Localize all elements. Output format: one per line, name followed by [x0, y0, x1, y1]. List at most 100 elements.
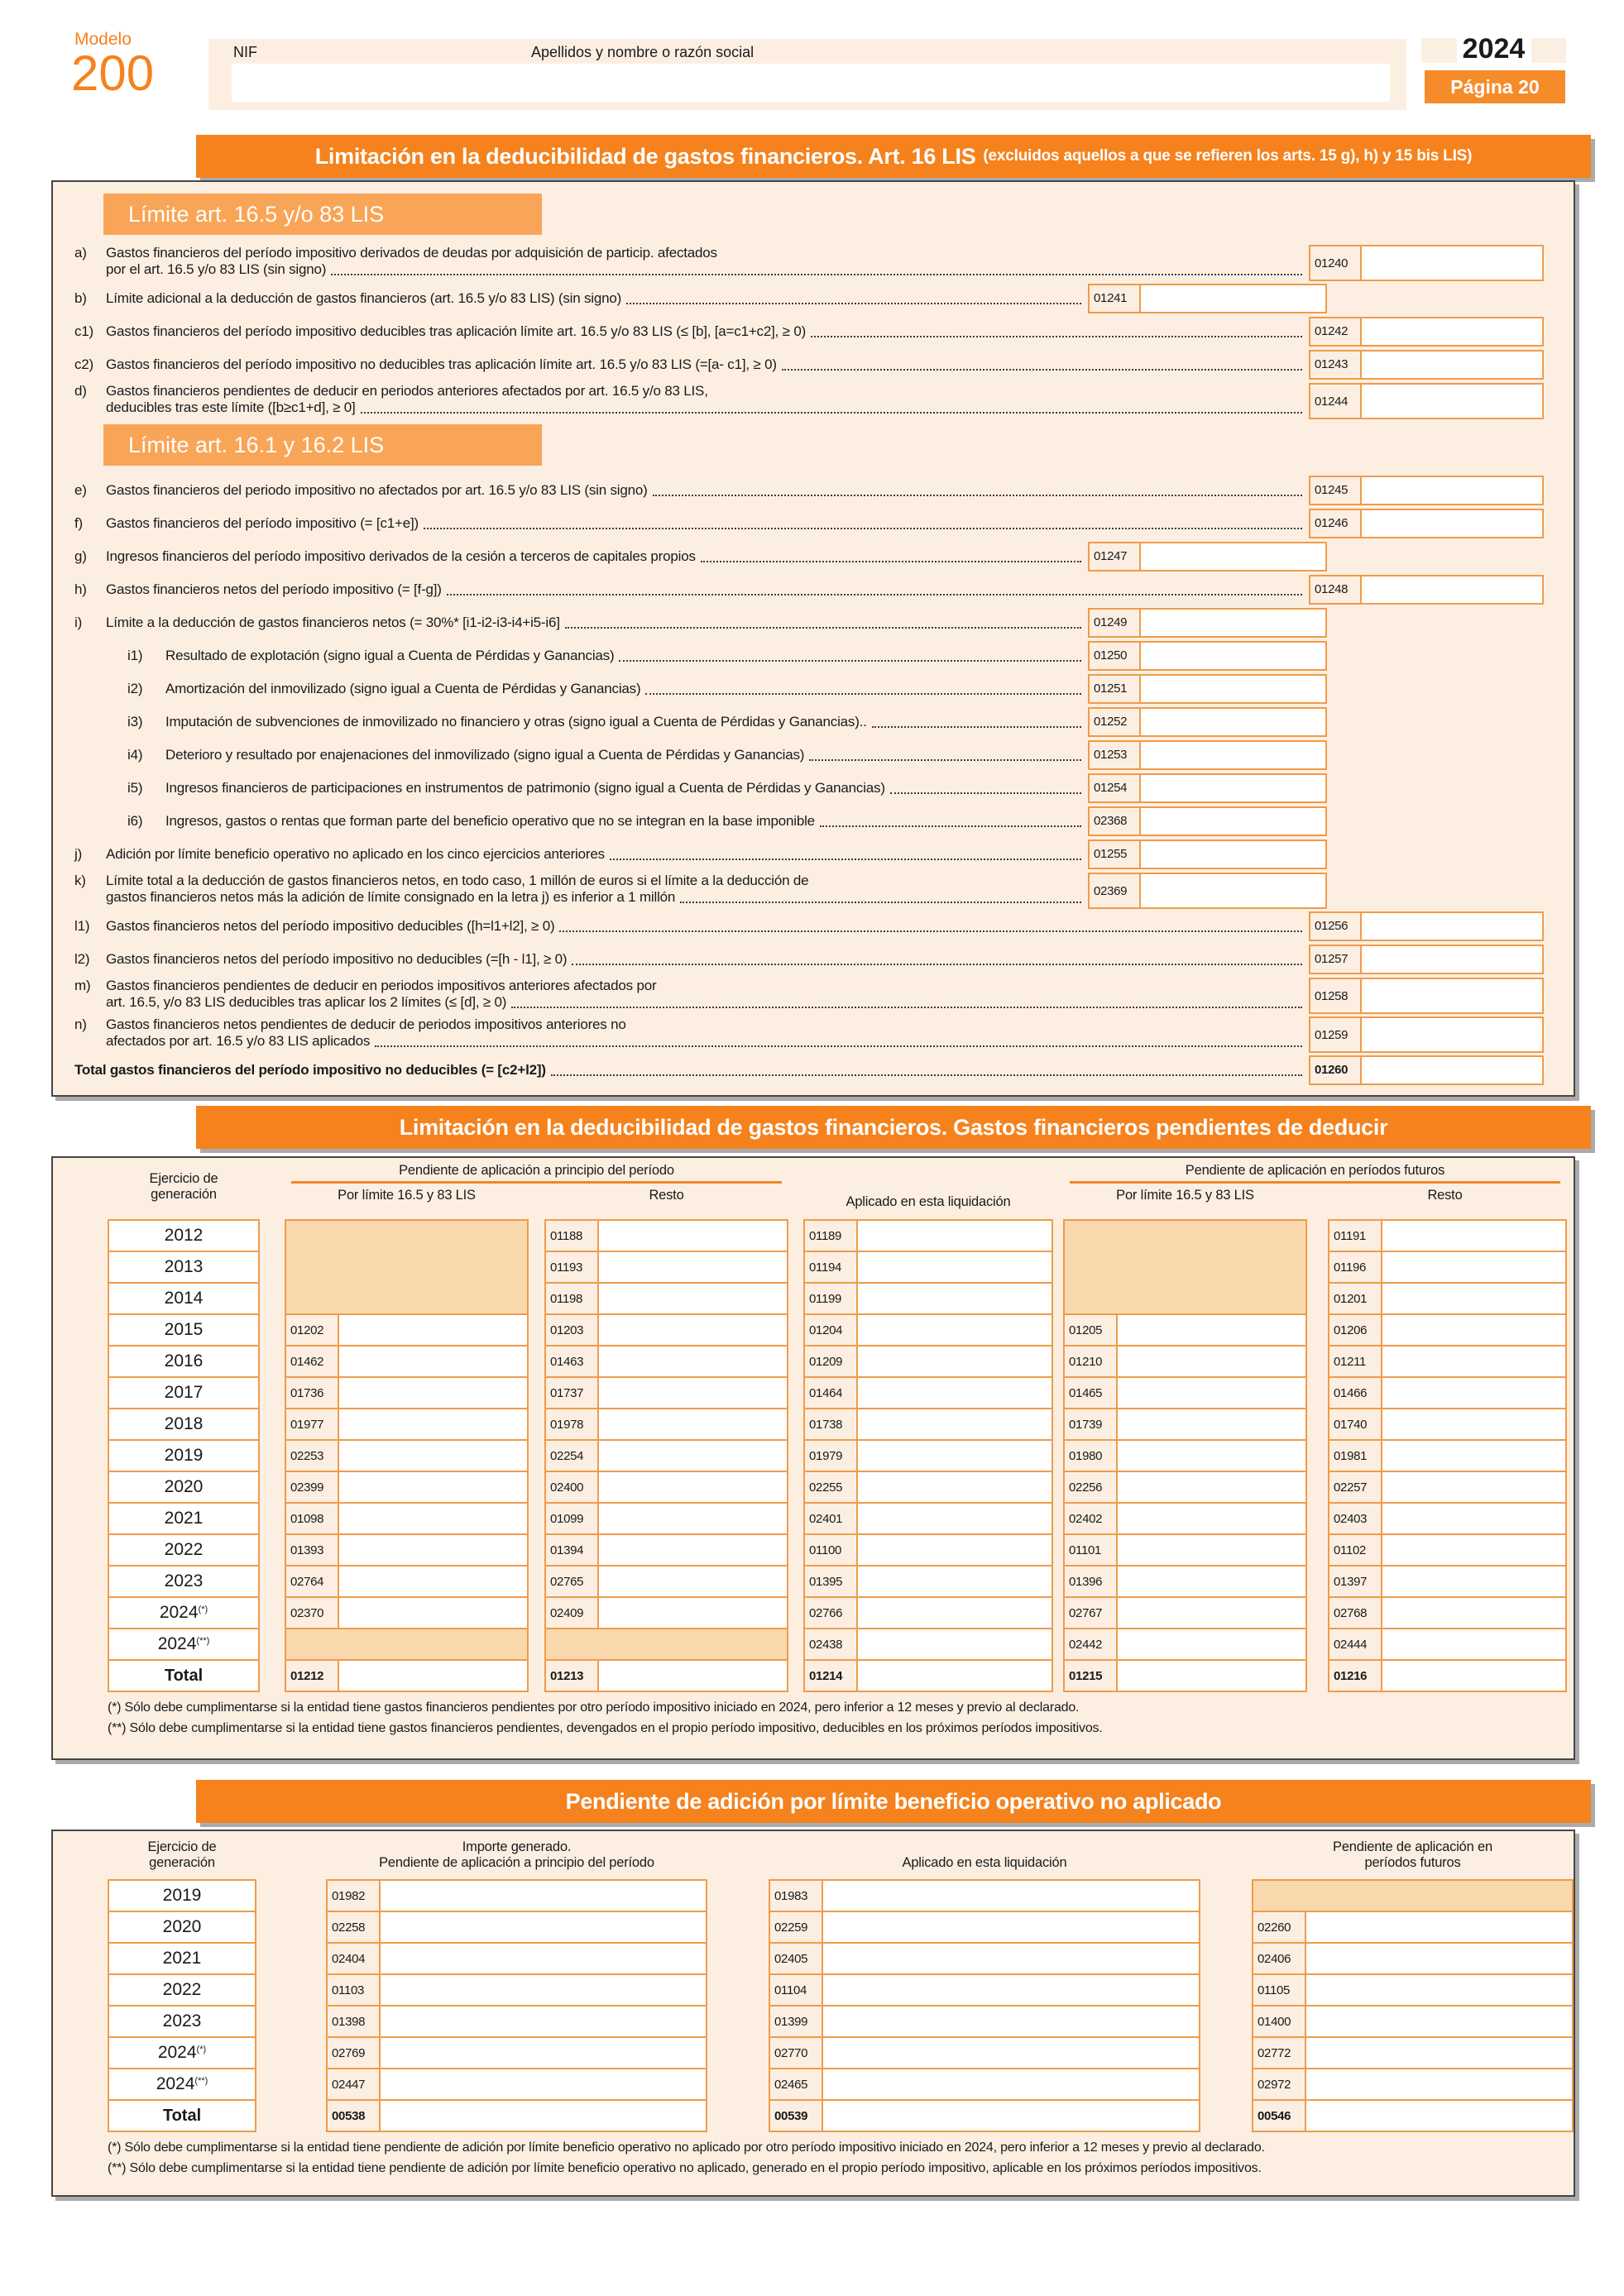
value-input[interactable] — [1141, 609, 1325, 636]
value-input[interactable] — [823, 1944, 1199, 1973]
value-input[interactable] — [339, 1347, 527, 1376]
value-input[interactable] — [599, 1378, 787, 1408]
value-input[interactable] — [599, 1409, 787, 1439]
value-input[interactable] — [339, 1535, 527, 1565]
value-input[interactable] — [599, 1221, 787, 1251]
value-input[interactable] — [1141, 285, 1325, 312]
value-input[interactable] — [1362, 1056, 1542, 1083]
value-input[interactable] — [858, 1252, 1052, 1282]
value-input[interactable] — [858, 1347, 1052, 1376]
value-input[interactable] — [1306, 2069, 1572, 2099]
value-input[interactable] — [381, 2101, 706, 2131]
value-input[interactable] — [599, 1504, 787, 1533]
value-input[interactable] — [823, 1975, 1199, 2005]
value-input[interactable] — [1362, 1018, 1542, 1051]
value-input[interactable] — [823, 1912, 1199, 1942]
value-input[interactable] — [858, 1598, 1052, 1628]
value-input[interactable] — [381, 1975, 706, 2005]
value-input[interactable] — [1118, 1378, 1305, 1408]
value-input[interactable] — [1141, 708, 1325, 735]
value-input[interactable] — [1362, 509, 1542, 537]
value-input[interactable] — [1382, 1221, 1565, 1251]
value-input[interactable] — [1306, 1912, 1572, 1942]
value-input[interactable] — [1362, 945, 1542, 973]
value-input[interactable] — [599, 1567, 787, 1596]
value-input[interactable] — [1382, 1472, 1565, 1502]
value-input[interactable] — [381, 2007, 706, 2036]
value-input[interactable] — [1306, 2007, 1572, 2036]
value-input[interactable] — [858, 1409, 1052, 1439]
value-input[interactable] — [823, 2038, 1199, 2068]
value-input[interactable] — [339, 1598, 527, 1628]
value-input[interactable] — [381, 1881, 706, 1911]
value-input[interactable] — [1382, 1252, 1565, 1282]
value-input[interactable] — [599, 1661, 787, 1691]
value-input[interactable] — [1141, 774, 1325, 801]
value-input[interactable] — [1362, 912, 1542, 940]
value-input[interactable] — [599, 1347, 787, 1376]
value-input[interactable] — [1306, 1944, 1572, 1973]
value-input[interactable] — [1118, 1472, 1305, 1502]
value-input[interactable] — [1362, 576, 1542, 603]
value-input[interactable] — [1118, 1347, 1305, 1376]
value-input[interactable] — [599, 1252, 787, 1282]
value-input[interactable] — [1141, 642, 1325, 669]
value-input[interactable] — [1118, 1441, 1305, 1471]
value-input[interactable] — [1118, 1409, 1305, 1439]
value-input[interactable] — [599, 1472, 787, 1502]
value-input[interactable] — [858, 1472, 1052, 1502]
value-input[interactable] — [339, 1315, 527, 1345]
value-input[interactable] — [339, 1504, 527, 1533]
value-input[interactable] — [1382, 1284, 1565, 1313]
value-input[interactable] — [381, 1944, 706, 1973]
value-input[interactable] — [599, 1441, 787, 1471]
value-input[interactable] — [339, 1567, 527, 1596]
value-input[interactable] — [1118, 1567, 1305, 1596]
value-input[interactable] — [1118, 1661, 1305, 1691]
value-input[interactable] — [858, 1629, 1052, 1659]
value-input[interactable] — [823, 2007, 1199, 2036]
value-input[interactable] — [1306, 1975, 1572, 2005]
value-input[interactable] — [1141, 741, 1325, 768]
value-input[interactable] — [599, 1598, 787, 1628]
value-input[interactable] — [1141, 543, 1325, 570]
value-input[interactable] — [1141, 840, 1325, 868]
value-input[interactable] — [339, 1441, 527, 1471]
value-input[interactable] — [1382, 1409, 1565, 1439]
value-input[interactable] — [1382, 1661, 1565, 1691]
value-input[interactable] — [858, 1315, 1052, 1345]
value-input[interactable] — [858, 1567, 1052, 1596]
value-input[interactable] — [1118, 1315, 1305, 1345]
name-input[interactable] — [529, 64, 1390, 102]
value-input[interactable] — [858, 1535, 1052, 1565]
value-input[interactable] — [1362, 979, 1542, 1012]
value-input[interactable] — [823, 2069, 1199, 2099]
value-input[interactable] — [1382, 1315, 1565, 1345]
value-input[interactable] — [858, 1284, 1052, 1313]
value-input[interactable] — [1362, 385, 1542, 418]
value-input[interactable] — [858, 1378, 1052, 1408]
value-input[interactable] — [1382, 1504, 1565, 1533]
value-input[interactable] — [1306, 2101, 1572, 2131]
value-input[interactable] — [858, 1441, 1052, 1471]
value-input[interactable] — [858, 1221, 1052, 1251]
value-input[interactable] — [381, 2038, 706, 2068]
value-input[interactable] — [339, 1472, 527, 1502]
value-input[interactable] — [1382, 1629, 1565, 1659]
value-input[interactable] — [381, 1912, 706, 1942]
value-input[interactable] — [1382, 1378, 1565, 1408]
value-input[interactable] — [599, 1284, 787, 1313]
value-input[interactable] — [1362, 351, 1542, 378]
value-input[interactable] — [1382, 1567, 1565, 1596]
value-input[interactable] — [858, 1661, 1052, 1691]
value-input[interactable] — [858, 1504, 1052, 1533]
value-input[interactable] — [823, 1881, 1199, 1911]
value-input[interactable] — [1141, 807, 1325, 835]
value-input[interactable] — [1362, 476, 1542, 504]
value-input[interactable] — [339, 1409, 527, 1439]
value-input[interactable] — [599, 1535, 787, 1565]
value-input[interactable] — [1382, 1535, 1565, 1565]
value-input[interactable] — [339, 1378, 527, 1408]
value-input[interactable] — [1118, 1504, 1305, 1533]
value-input[interactable] — [1362, 246, 1542, 280]
